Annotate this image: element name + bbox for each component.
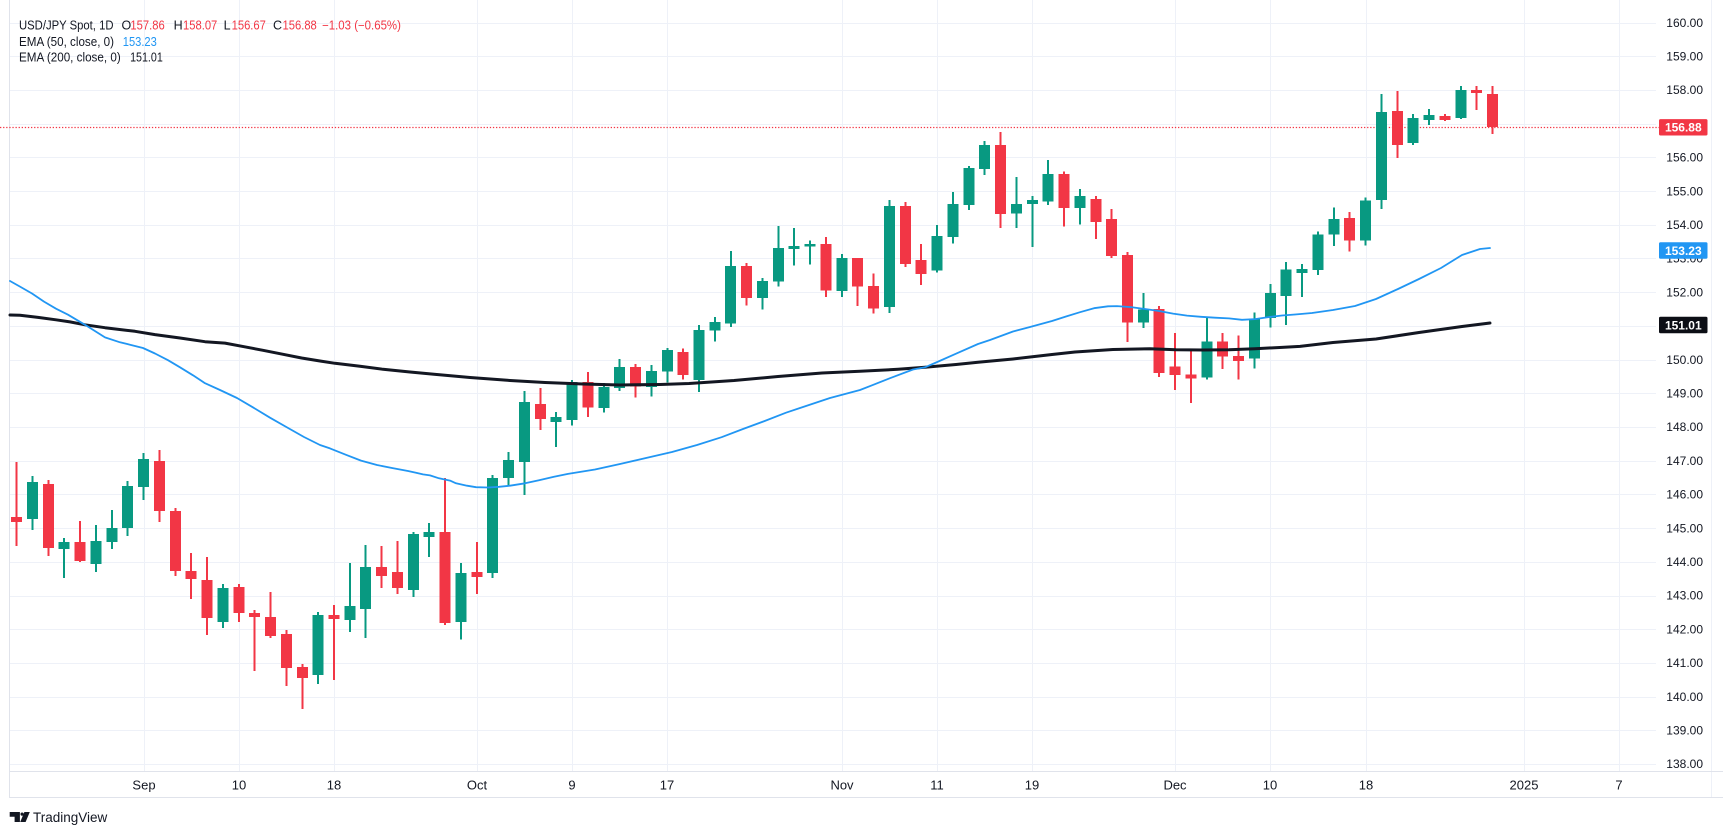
svg-text:156.88: 156.88 [283,19,317,33]
svg-text:O: O [122,19,132,33]
svg-text:158.07: 158.07 [183,19,217,33]
svg-text:Dec: Dec [1163,778,1187,793]
svg-text:151.01: 151.01 [1665,318,1702,332]
svg-text:152.00: 152.00 [1666,285,1703,299]
svg-text:7: 7 [1615,778,1622,793]
svg-text:159.00: 159.00 [1666,50,1703,64]
svg-text:160.00: 160.00 [1666,16,1703,30]
svg-text:USD/JPY Spot, 1D: USD/JPY Spot, 1D [19,19,114,33]
svg-text:154.00: 154.00 [1666,218,1703,232]
svg-text:158.00: 158.00 [1666,83,1703,97]
svg-text:TradingView: TradingView [33,810,108,825]
svg-text:149.00: 149.00 [1666,387,1703,401]
svg-text:Oct: Oct [467,778,488,793]
svg-text:10: 10 [232,778,246,793]
svg-text:C: C [273,19,282,33]
svg-text:H: H [174,19,183,33]
svg-text:156.67: 156.67 [232,19,266,33]
svg-text:146.00: 146.00 [1666,488,1703,502]
svg-text:144.00: 144.00 [1666,555,1703,569]
svg-text:153.23: 153.23 [123,35,157,49]
svg-text:2025: 2025 [1510,778,1539,793]
svg-text:140.00: 140.00 [1666,690,1703,704]
svg-text:155.00: 155.00 [1666,184,1703,198]
svg-text:11: 11 [930,778,944,793]
svg-text:151.01: 151.01 [130,51,163,65]
svg-text:−1.03 (−0.65%): −1.03 (−0.65%) [322,19,401,33]
svg-text:145.00: 145.00 [1666,521,1703,535]
svg-text:10: 10 [1263,778,1277,793]
svg-text:L: L [224,19,231,33]
svg-text:153.23: 153.23 [1665,244,1702,258]
svg-text:139.00: 139.00 [1666,724,1703,738]
svg-text:18: 18 [327,778,341,793]
svg-text:156.88: 156.88 [1665,121,1702,135]
svg-text:141.00: 141.00 [1666,656,1703,670]
svg-text:150.00: 150.00 [1666,353,1703,367]
svg-text:143.00: 143.00 [1666,589,1703,603]
svg-text:18: 18 [1359,778,1373,793]
svg-text:Sep: Sep [132,778,155,793]
svg-text:Nov: Nov [830,778,854,793]
svg-text:EMA (200, close, 0): EMA (200, close, 0) [19,51,121,65]
svg-text:147.00: 147.00 [1666,454,1703,468]
svg-text:138.00: 138.00 [1666,757,1703,771]
svg-text:156.00: 156.00 [1666,151,1703,165]
svg-text:157.86: 157.86 [130,19,164,33]
svg-text:17: 17 [660,778,674,793]
svg-text:EMA (50, close, 0): EMA (50, close, 0) [19,35,114,49]
svg-text:9: 9 [568,778,575,793]
svg-text:148.00: 148.00 [1666,420,1703,434]
svg-text:142.00: 142.00 [1666,622,1703,636]
svg-text:19: 19 [1025,778,1039,793]
